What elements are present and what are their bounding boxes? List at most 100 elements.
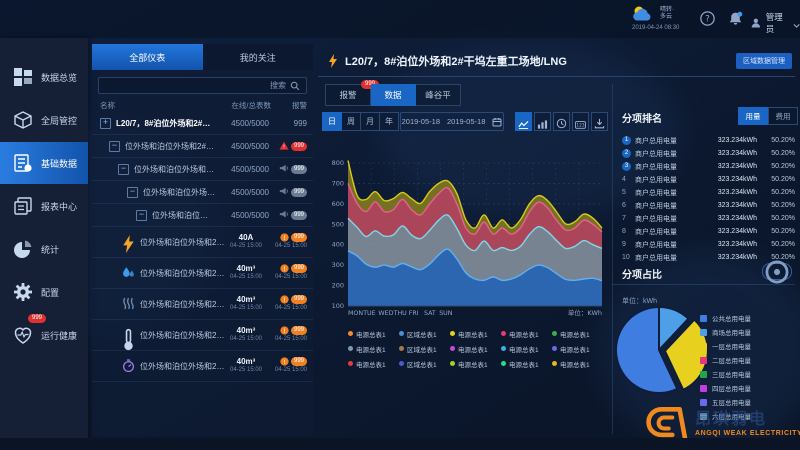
pie-legend-item[interactable]: 商场总用电量 bbox=[700, 325, 751, 339]
meter-alarm: ! 999 bbox=[267, 357, 307, 366]
pie-legend-item[interactable]: 四层总用电量 bbox=[700, 381, 751, 395]
legend-item[interactable]: 电源总表1 bbox=[501, 341, 552, 356]
svg-text:100: 100 bbox=[332, 302, 344, 310]
svg-text:!: ! bbox=[283, 359, 286, 366]
pie-legend-item[interactable]: 一层总用电量 bbox=[700, 339, 751, 353]
area-data-manage-button[interactable]: 区域数据管理 bbox=[736, 53, 792, 69]
rank-value: 323.234kWh bbox=[717, 228, 757, 235]
period-button-周[interactable]: 周 bbox=[342, 112, 361, 131]
legend-item[interactable]: 电源总表1 bbox=[450, 356, 501, 371]
legend-item[interactable]: 电源总表1 bbox=[348, 326, 399, 341]
period-button-年[interactable]: 年 bbox=[380, 112, 399, 131]
pie-legend-label: 二层总用电量 bbox=[712, 358, 751, 365]
legend-item[interactable]: 区域总表1 bbox=[399, 341, 450, 356]
bar-chart-icon[interactable] bbox=[534, 112, 551, 131]
collapse-toggle-icon[interactable]: − bbox=[127, 186, 138, 198]
legend-label: 电源总表1 bbox=[356, 331, 386, 339]
legend-item[interactable]: 电源总表1 bbox=[501, 326, 552, 341]
legend-item[interactable]: 电源总表1 bbox=[552, 341, 603, 356]
ranking-toggle-用量[interactable]: 用量 bbox=[738, 107, 768, 125]
sidebar-item-basic-data[interactable]: 基础数据 bbox=[0, 142, 88, 184]
proportion-pie-chart[interactable] bbox=[609, 300, 709, 400]
line-chart-icon[interactable] bbox=[515, 112, 532, 131]
alarm-count-badge: 999 bbox=[290, 141, 307, 151]
date-range-picker[interactable]: 2019-05-18 2019-05-18 bbox=[400, 112, 504, 131]
ranking-row: 1 商户总用电量 323.234kWh 50.20% bbox=[622, 134, 795, 147]
collapse-toggle-icon[interactable]: − bbox=[109, 140, 120, 152]
proportion-settings-button[interactable] bbox=[762, 260, 792, 283]
legend-item[interactable]: 电源总表1 bbox=[450, 326, 501, 341]
pie-legend-item[interactable]: 公共总用电量 bbox=[700, 311, 751, 325]
device-tree-row[interactable]: −位外场和泊位外场和2#干坞左一号所… 4500/5000 999 bbox=[92, 204, 313, 227]
device-tree-row[interactable]: −位外场和泊位外场和2#干坞左一号所重工… 4500/5000 999 bbox=[92, 158, 313, 181]
expand-toggle-icon[interactable]: + bbox=[100, 117, 111, 129]
device-tab-0[interactable]: 全部仪表 bbox=[92, 44, 203, 70]
legend-item[interactable]: 电源总表1 bbox=[552, 356, 603, 371]
pie-legend-swatch bbox=[700, 398, 707, 406]
device-tree-row[interactable]: −位外场和泊位外场和2#干坞左一号所日… 4500/5000 999 bbox=[92, 181, 313, 204]
rank-number: 10 bbox=[622, 254, 630, 261]
device-table-header: 名称 在线/总表数 报警 bbox=[100, 100, 307, 111]
legend-item[interactable]: 电源总表1 bbox=[450, 341, 501, 356]
sidebar-item-statistics[interactable]: 统计 bbox=[0, 228, 88, 270]
main-tab-1[interactable]: 数据 bbox=[371, 84, 416, 106]
collapse-toggle-icon[interactable]: − bbox=[136, 209, 147, 221]
period-button-日[interactable]: 日 bbox=[322, 112, 342, 131]
ranking-toggle-费用[interactable]: 费用 bbox=[768, 107, 798, 125]
clock-icon[interactable] bbox=[553, 112, 570, 131]
legend-item[interactable]: 区域总表1 bbox=[399, 356, 450, 371]
user-menu[interactable]: 管理员 bbox=[750, 11, 800, 35]
sidebar-item-label: 统计 bbox=[41, 244, 60, 255]
period-button-月[interactable]: 月 bbox=[361, 112, 380, 131]
pie-legend-item[interactable]: 五层总用电量 bbox=[700, 395, 751, 409]
alert-circle-icon: ! bbox=[280, 264, 289, 273]
sidebar-item-health[interactable]: 999 运行健康 bbox=[0, 314, 88, 356]
alert-circle-icon: ! bbox=[280, 326, 289, 335]
legend-item[interactable]: 电源总表1 bbox=[348, 356, 399, 371]
sidebar-item-config[interactable]: 配置 bbox=[0, 271, 88, 313]
search-icon[interactable] bbox=[290, 81, 300, 91]
pie-legend-swatch bbox=[700, 370, 707, 378]
sidebar-item-data-overview[interactable]: 数据总览 bbox=[0, 56, 88, 98]
device-tree-row[interactable]: −位外场和泊位外场和2#干坞左一号所重工场… 4500/5000! 999 bbox=[92, 135, 313, 158]
sidebar-item-global-control[interactable]: 全局管控 bbox=[0, 99, 88, 141]
download-icon[interactable] bbox=[591, 112, 608, 131]
pie-legend-item[interactable]: 二层总用电量 bbox=[700, 353, 751, 367]
pie-legend-label: 一层总用电量 bbox=[712, 344, 751, 351]
pie-legend-item[interactable]: 六层总用电量 bbox=[700, 409, 751, 423]
meter-alarm: ! 999 bbox=[267, 233, 307, 242]
device-tab-1[interactable]: 我的关注 bbox=[202, 44, 313, 70]
calendar-icon bbox=[492, 117, 502, 127]
alarm-cell: 999 bbox=[269, 164, 307, 174]
energy-area-chart[interactable]: 100 200 300 400 500 600 700 800 MON TUE WED THU FRI S… bbox=[318, 138, 606, 320]
help-icon[interactable]: ? bbox=[700, 11, 715, 26]
legend-item[interactable]: 电源总表1 bbox=[348, 341, 399, 356]
meter-alarm: ! 999 bbox=[267, 326, 307, 335]
numbers-icon[interactable]: 123 bbox=[572, 112, 589, 131]
pie-legend-item[interactable]: 三层总用电量 bbox=[700, 367, 751, 381]
main-tab-2[interactable]: 峰谷平 bbox=[416, 84, 461, 106]
ranking-row: 3 商户总用电量 323.234kWh 50.20% bbox=[622, 160, 795, 173]
legend-item[interactable]: 电源总表1 bbox=[501, 356, 552, 371]
notification-bell-icon[interactable] bbox=[728, 11, 743, 26]
sidebar: 数据总览 全局管控 基础数据 报表中心统计配置 999 运行健康 bbox=[0, 38, 88, 450]
collapse-toggle-icon[interactable]: − bbox=[118, 163, 129, 175]
rank-percent: 50.20% bbox=[771, 137, 795, 144]
legend-item[interactable]: 区域总表1 bbox=[399, 326, 450, 341]
search-input[interactable]: 搜索 bbox=[98, 77, 307, 94]
main-tab-0[interactable]: 报警 999 bbox=[325, 80, 379, 106]
legend-item[interactable]: 电源总表1 bbox=[552, 326, 603, 341]
device-tree-row[interactable]: + L20/7，8#泊位外场和2#干坞左重工场地/LNG 4500/5000 999 bbox=[92, 112, 313, 135]
online-total-count: 4500/5000 bbox=[231, 118, 269, 128]
rank-percent: 50.20% bbox=[771, 176, 795, 183]
ranking-toggle: 用量 费用 bbox=[738, 107, 798, 125]
sidebar-item-report-center[interactable]: 报表中心 bbox=[0, 185, 88, 227]
brand-logo-icon bbox=[646, 407, 688, 441]
section-divider bbox=[612, 284, 795, 285]
